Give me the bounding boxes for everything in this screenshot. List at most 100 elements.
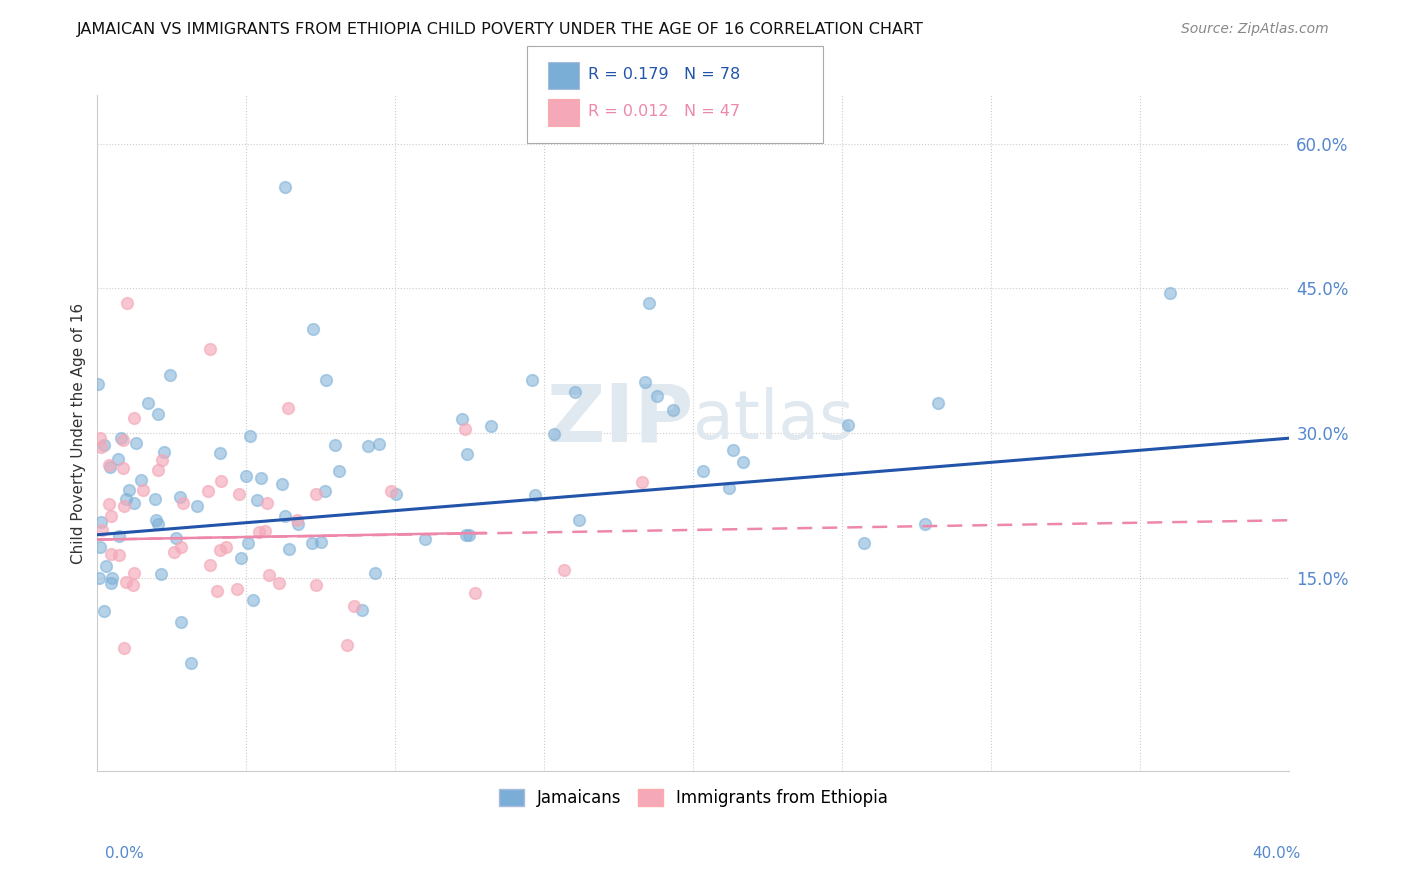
Point — [132, 483, 155, 497]
Text: atlas: atlas — [693, 387, 855, 453]
Point — [350, 603, 373, 617]
Point — [564, 384, 586, 399]
Point — [456, 528, 478, 542]
Point — [86, 376, 108, 391]
Point — [274, 509, 297, 524]
Point — [249, 471, 271, 485]
Point — [309, 535, 332, 549]
Point — [343, 599, 366, 613]
Point — [454, 422, 477, 436]
Text: 40.0%: 40.0% — [1253, 846, 1301, 861]
Point — [301, 321, 323, 335]
Point — [186, 499, 208, 513]
Point — [100, 547, 122, 561]
Point — [159, 368, 181, 383]
Text: JAMAICAN VS IMMIGRANTS FROM ETHIOPIA CHILD POVERTY UNDER THE AGE OF 16 CORRELATI: JAMAICAN VS IMMIGRANTS FROM ETHIOPIA CHI… — [77, 22, 924, 37]
Point — [634, 376, 657, 390]
Point — [91, 523, 114, 537]
Point — [93, 437, 115, 451]
Point — [169, 615, 191, 630]
Point — [853, 536, 876, 550]
Point — [522, 373, 544, 387]
Point — [271, 476, 294, 491]
Point — [242, 592, 264, 607]
Point — [179, 657, 201, 671]
Point — [301, 536, 323, 550]
Point — [90, 440, 112, 454]
Point — [236, 536, 259, 550]
Point — [122, 496, 145, 510]
Point — [305, 487, 328, 501]
Text: Source: ZipAtlas.com: Source: ZipAtlas.com — [1181, 22, 1329, 37]
Point — [464, 586, 486, 600]
Point — [115, 296, 138, 310]
Point — [148, 516, 170, 531]
Point — [145, 513, 167, 527]
Point — [364, 566, 387, 580]
Point — [277, 401, 299, 416]
Point — [205, 583, 228, 598]
Point — [246, 492, 269, 507]
Point — [927, 396, 949, 410]
Point — [150, 566, 173, 581]
Point — [170, 540, 193, 554]
Point — [837, 418, 859, 433]
Point — [122, 578, 145, 592]
Y-axis label: Child Poverty Under the Age of 16: Child Poverty Under the Age of 16 — [72, 302, 86, 564]
Point — [122, 566, 145, 581]
Point — [274, 180, 297, 194]
Point — [136, 396, 159, 410]
Point — [305, 578, 328, 592]
Point — [114, 492, 136, 507]
Point — [146, 462, 169, 476]
Point — [235, 468, 257, 483]
Point — [112, 499, 135, 513]
Point — [115, 575, 138, 590]
Point — [197, 483, 219, 498]
Text: ZIP: ZIP — [546, 381, 693, 458]
Point — [143, 491, 166, 506]
Point — [692, 464, 714, 478]
Point — [553, 563, 575, 577]
Point — [146, 407, 169, 421]
Point — [285, 513, 308, 527]
Point — [229, 551, 252, 566]
Point — [278, 542, 301, 557]
Point — [451, 412, 474, 426]
Point — [89, 540, 111, 554]
Text: 0.0%: 0.0% — [105, 846, 145, 861]
Point — [228, 486, 250, 500]
Point — [169, 490, 191, 504]
Point — [456, 447, 478, 461]
Point — [98, 458, 121, 473]
Text: R = 0.179   N = 78: R = 0.179 N = 78 — [588, 67, 740, 81]
Point — [209, 475, 232, 489]
Point — [645, 389, 668, 403]
Point — [458, 528, 481, 542]
Point — [357, 440, 380, 454]
Point — [568, 513, 591, 527]
Point — [200, 342, 222, 356]
Point — [638, 296, 661, 310]
Point — [165, 531, 187, 545]
Point — [385, 487, 408, 501]
Point — [110, 430, 132, 444]
Point — [368, 437, 391, 451]
Point — [215, 540, 238, 554]
Point — [733, 455, 755, 469]
Point — [129, 473, 152, 487]
Point — [198, 558, 221, 572]
Point — [287, 516, 309, 531]
Point — [172, 495, 194, 509]
Point — [323, 438, 346, 452]
Point — [914, 516, 936, 531]
Point — [125, 436, 148, 450]
Point — [247, 525, 270, 540]
Point — [1159, 286, 1181, 301]
Point — [107, 548, 129, 562]
Point — [112, 641, 135, 656]
Point — [87, 571, 110, 585]
Point — [226, 582, 249, 597]
Point — [122, 410, 145, 425]
Point — [256, 496, 278, 510]
